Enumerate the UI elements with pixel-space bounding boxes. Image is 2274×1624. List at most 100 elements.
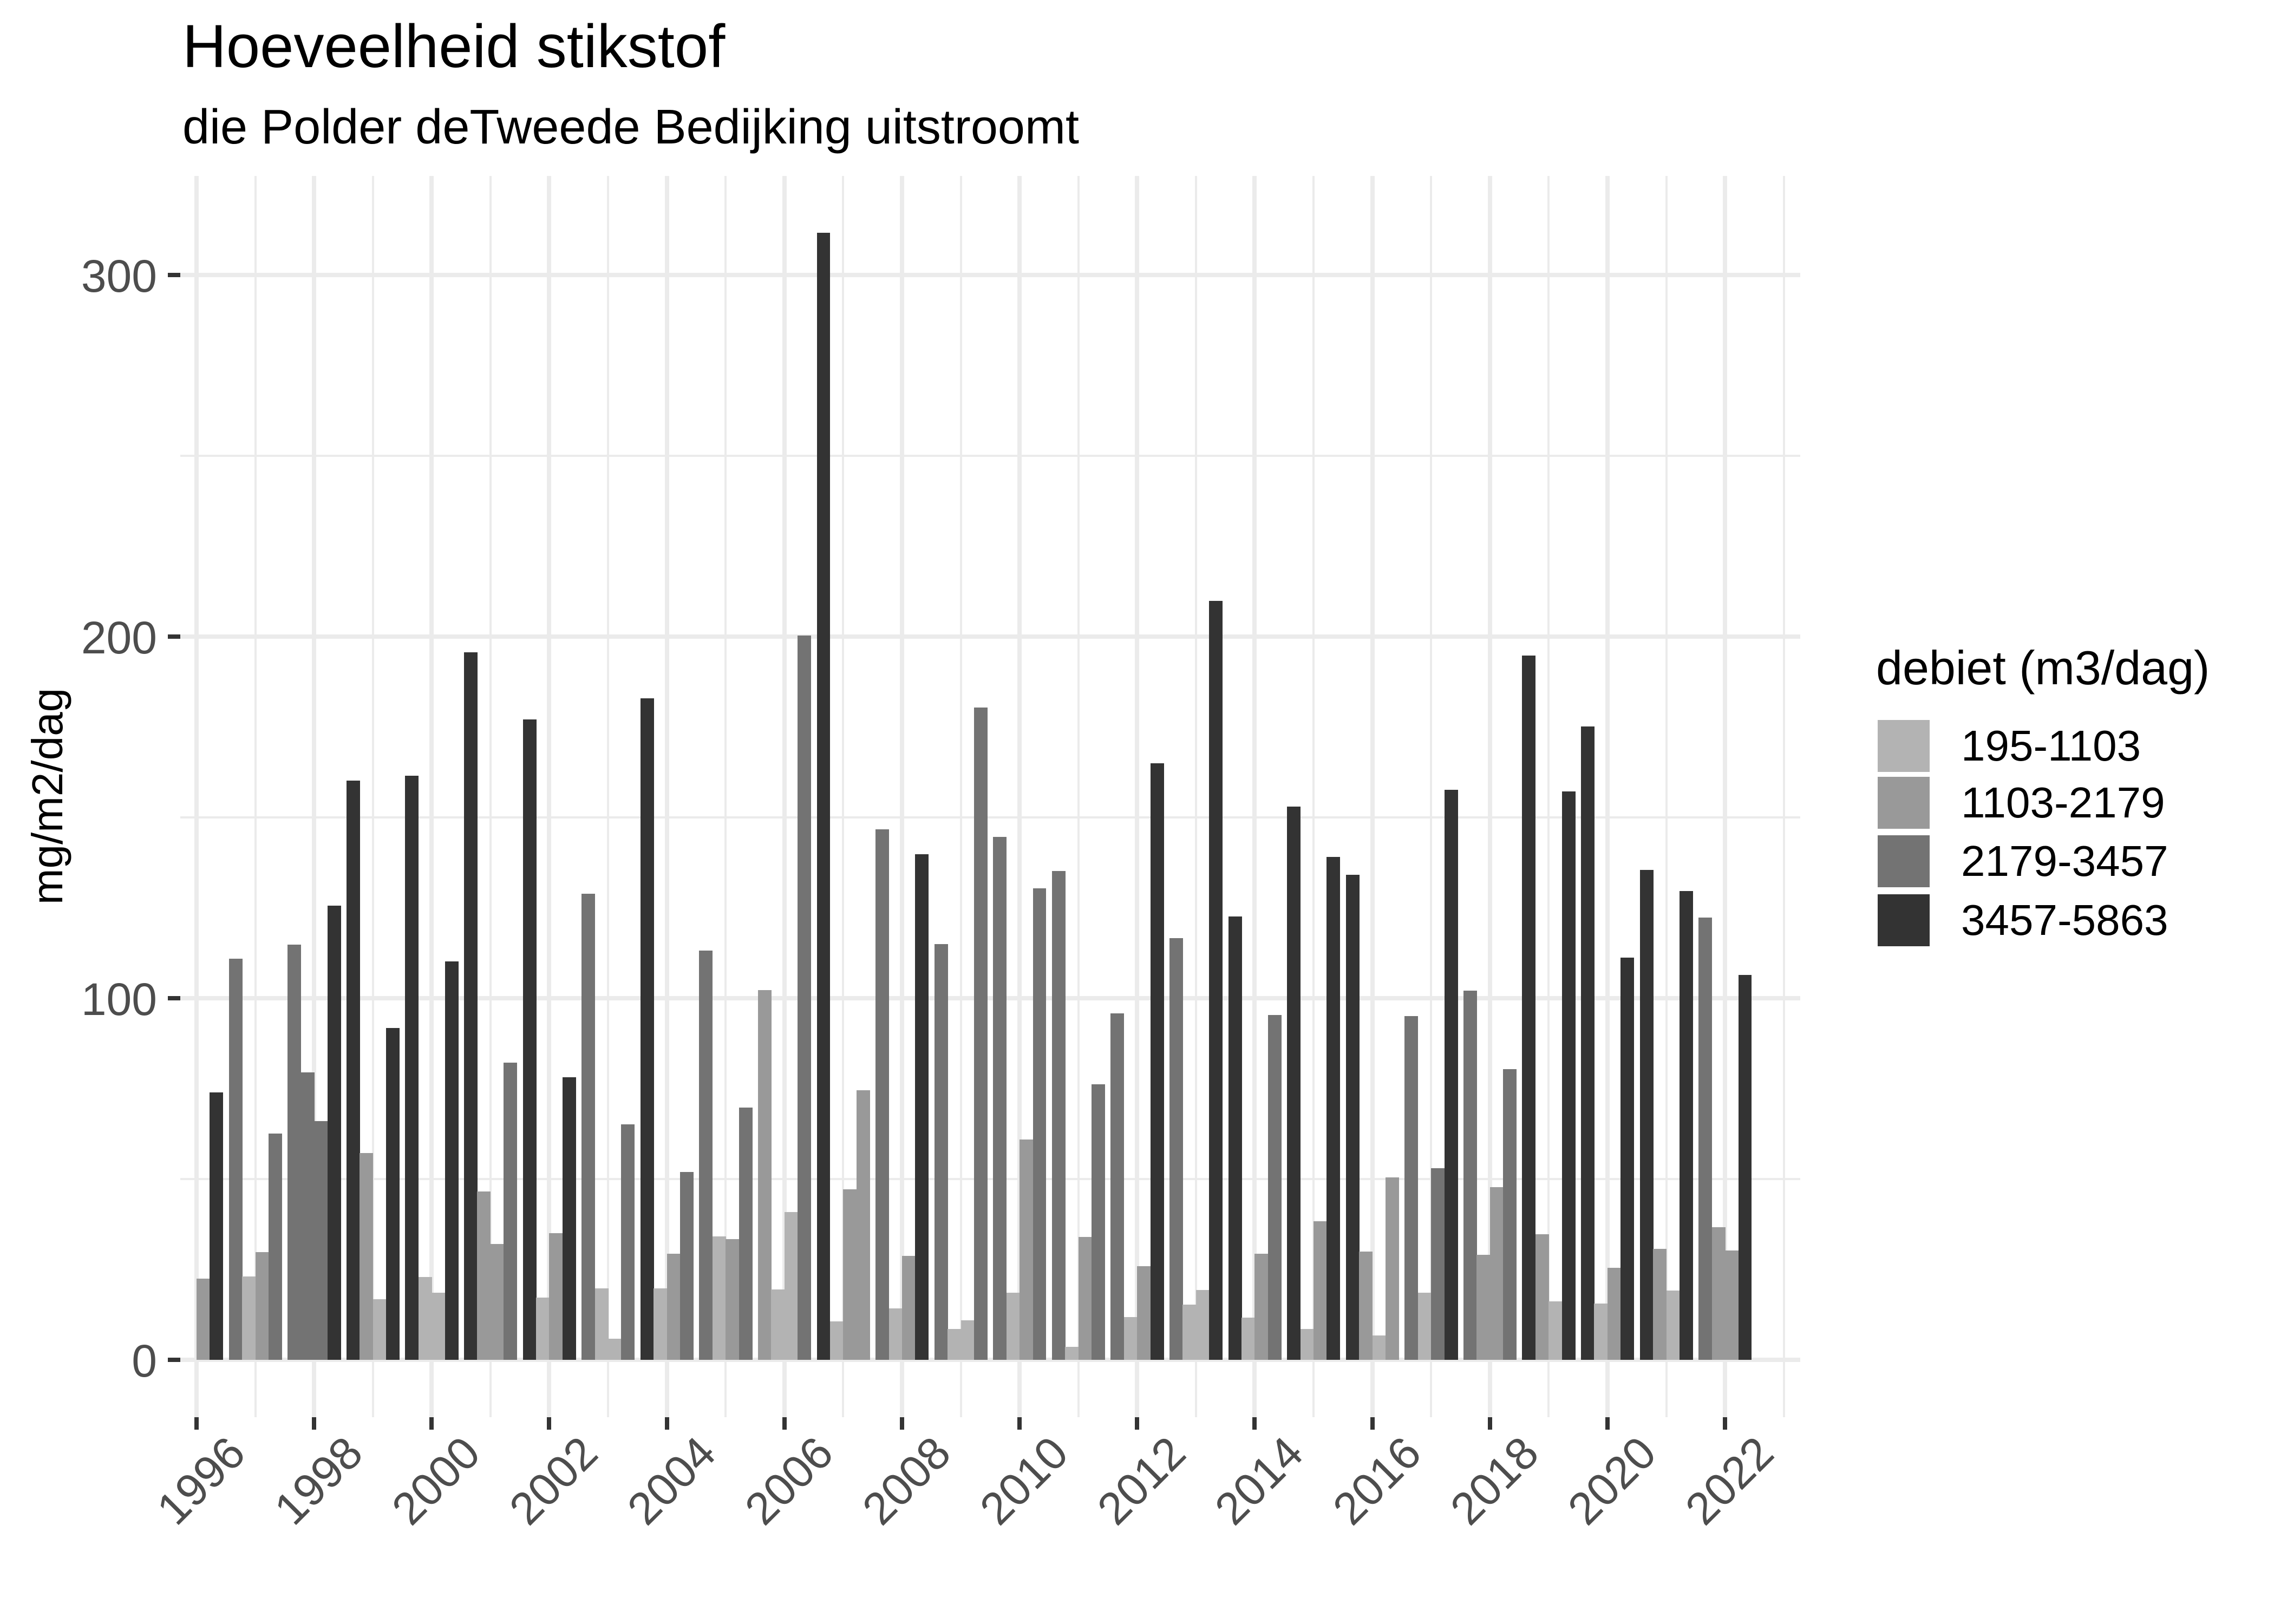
bar — [581, 893, 596, 1360]
legend-key-3457-5863 — [1878, 894, 1930, 946]
bar — [1444, 789, 1458, 1360]
bar — [1372, 1335, 1386, 1360]
grid-line-major-x — [1723, 176, 1728, 1417]
legend-label-2179-3457: 2179-3457 — [1961, 837, 2168, 885]
bar — [915, 854, 929, 1360]
bar — [1386, 1177, 1399, 1360]
bar — [798, 635, 812, 1360]
bar — [255, 1252, 269, 1360]
x-tick-mark — [194, 1417, 199, 1430]
x-tick-label: 2004 — [617, 1426, 725, 1535]
bar — [1110, 1013, 1125, 1360]
bar — [784, 1212, 798, 1360]
bar — [739, 1107, 753, 1360]
bar — [300, 1072, 315, 1360]
bar — [445, 961, 459, 1360]
bar — [1679, 890, 1693, 1360]
x-tick-label: 2012 — [1087, 1426, 1195, 1535]
y-tick-label: 100 — [81, 974, 157, 1025]
x-tick-label: 2006 — [735, 1426, 843, 1535]
grid-line-major-x — [899, 176, 904, 1417]
bar — [699, 950, 713, 1360]
bar — [549, 1233, 563, 1360]
bar — [1228, 916, 1242, 1360]
x-tick-label: 2016 — [1323, 1426, 1430, 1535]
bar — [888, 1308, 903, 1360]
x-tick-mark — [547, 1417, 552, 1430]
bar — [816, 232, 831, 1360]
bar — [1503, 1069, 1517, 1360]
bar — [1267, 1015, 1282, 1360]
bar — [934, 944, 948, 1360]
bar — [960, 1320, 975, 1360]
legend-label-195-1103: 195-1103 — [1961, 722, 2141, 770]
y-tick-label: 300 — [81, 251, 157, 302]
bar — [1476, 1254, 1491, 1360]
bar — [287, 945, 302, 1360]
grid-line-major-x — [1135, 176, 1140, 1417]
bar — [1137, 1266, 1151, 1360]
legend-key-2179-3457 — [1878, 835, 1930, 887]
grid-line-minor-y — [180, 1178, 1800, 1180]
chart-title: Hoeveelheid stikstof — [182, 12, 726, 80]
bar — [594, 1288, 609, 1360]
x-tick-label: 2002 — [500, 1426, 607, 1535]
bar — [1417, 1293, 1432, 1360]
bar — [948, 1329, 962, 1360]
x-tick-label: 2000 — [382, 1426, 490, 1535]
x-tick-label: 2022 — [1675, 1426, 1783, 1535]
grid-line-minor-x — [1194, 176, 1197, 1417]
bar — [1006, 1293, 1020, 1360]
legend-label-3457-5863: 3457-5863 — [1961, 896, 2168, 944]
plot-panel — [180, 176, 1800, 1417]
bar — [269, 1133, 282, 1360]
bar — [901, 1255, 916, 1360]
bar — [1489, 1187, 1504, 1360]
grid-line-minor-x — [1782, 176, 1785, 1417]
grid-line-major-x — [194, 176, 199, 1417]
bar — [432, 1292, 446, 1360]
grid-line-major-x — [1370, 176, 1375, 1417]
grid-line-major-y — [180, 996, 1800, 1000]
grid-line-minor-y — [180, 455, 1800, 457]
bar — [843, 1189, 857, 1360]
bar — [346, 780, 360, 1360]
bar — [1051, 870, 1066, 1360]
grid-line-minor-x — [254, 176, 257, 1417]
bar — [1711, 1227, 1726, 1360]
bar — [1607, 1268, 1621, 1360]
bar — [666, 1254, 681, 1360]
bar — [536, 1298, 550, 1360]
grid-line-major-x — [664, 176, 669, 1417]
bar — [327, 905, 341, 1360]
x-tick-label: 2008 — [852, 1426, 960, 1535]
bar — [242, 1276, 256, 1360]
bar — [1169, 938, 1183, 1360]
bar — [1431, 1168, 1445, 1360]
bar — [1345, 874, 1360, 1360]
bar — [210, 1092, 224, 1360]
bar — [973, 707, 988, 1360]
bar — [418, 1277, 432, 1360]
x-tick-label: 2018 — [1440, 1426, 1548, 1535]
bar — [726, 1239, 740, 1360]
x-tick-mark — [1370, 1417, 1375, 1430]
grid-line-major-x — [312, 176, 317, 1417]
grid-line-minor-x — [371, 176, 374, 1417]
bar — [197, 1278, 210, 1360]
legend-key-1103-2179 — [1878, 777, 1930, 829]
bar — [771, 1289, 785, 1360]
bar — [993, 837, 1007, 1360]
grid-line-minor-x — [489, 176, 492, 1417]
x-tick-mark — [1487, 1417, 1492, 1430]
bar — [490, 1243, 504, 1360]
bar — [1404, 1016, 1419, 1360]
x-tick-mark — [782, 1417, 787, 1430]
grid-line-minor-x — [1665, 176, 1668, 1417]
bar — [1666, 1290, 1680, 1360]
legend-label-1103-2179: 1103-2179 — [1961, 778, 2165, 827]
bar — [373, 1299, 387, 1360]
bar — [1209, 600, 1223, 1360]
grid-line-minor-x — [1430, 176, 1433, 1417]
bar — [1033, 888, 1047, 1360]
